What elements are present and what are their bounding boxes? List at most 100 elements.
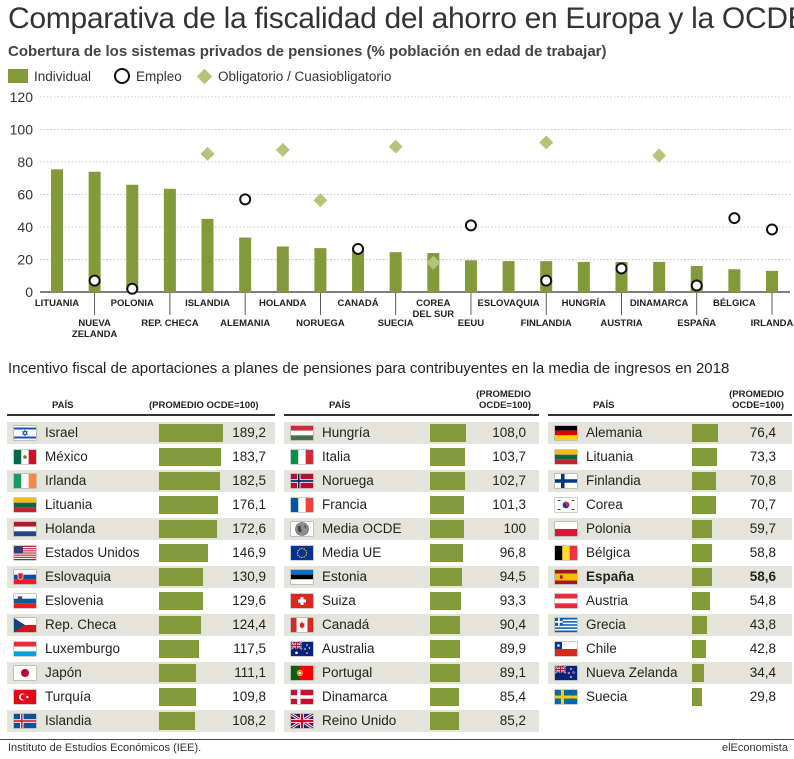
- header-value: (PROMEDIO OCDE=100): [714, 389, 784, 411]
- country-name: Estonia: [322, 569, 368, 584]
- value-label: 176,1: [232, 497, 266, 512]
- value-bar: [159, 712, 196, 730]
- flag-czech-icon: [14, 618, 36, 632]
- x-tick-label: CANADÁ: [337, 298, 378, 309]
- bar-individual: [51, 169, 63, 292]
- country-name: Turquía: [45, 689, 92, 704]
- bar-individual: [352, 249, 365, 292]
- flag-hungary-icon: [291, 426, 313, 440]
- bar-individual: [728, 269, 741, 292]
- table-row: Dinamarca 85,4: [284, 686, 539, 708]
- legend-swatch-circle: [114, 68, 130, 84]
- bar-individual: [163, 188, 176, 292]
- value-label: 93,3: [499, 593, 526, 608]
- flag-poland-icon: [555, 522, 577, 536]
- country-name: Francia: [322, 497, 368, 512]
- flag-netherlands-icon: [14, 522, 36, 536]
- bar-individual: [239, 237, 252, 292]
- country-name: Reino Unido: [322, 713, 397, 728]
- legend-label: Empleo: [136, 68, 182, 84]
- x-tick-label: ESPAÑA: [677, 318, 716, 329]
- header-rule: [548, 414, 792, 416]
- table-row: Austria 54,8: [548, 590, 792, 612]
- bar-individual: [389, 252, 402, 292]
- table-row: Luxemburgo 117,5: [7, 638, 275, 660]
- table-column: PAÍS (PROMEDIO OCDE=100) Alemania 76,4 Lituan…: [548, 388, 792, 710]
- flag-japan-icon: [14, 666, 36, 680]
- value-bar: [692, 592, 711, 610]
- country-name: Lituania: [45, 497, 93, 512]
- bar-individual: [502, 261, 515, 292]
- header-country: PAÍS: [329, 400, 351, 411]
- x-tick-label: DINAMARCA: [630, 298, 689, 309]
- flag-spain-icon: [555, 570, 577, 584]
- value-bar: [159, 520, 218, 538]
- bar-individual: [276, 246, 289, 292]
- table-row: Suiza 93,3: [284, 590, 539, 612]
- value-label: 59,7: [749, 521, 776, 536]
- value-label: 76,4: [749, 425, 776, 440]
- value-bar: [430, 472, 465, 490]
- table-title: Incentivo fiscal de aportaciones a plane…: [8, 360, 730, 377]
- marker-obligatorio: [388, 139, 403, 154]
- country-name: México: [45, 449, 88, 464]
- value-label: 58,8: [749, 545, 776, 560]
- brand-logo-text: elEconomista: [721, 742, 788, 754]
- flag-israel-icon: [14, 426, 36, 440]
- value-bar: [692, 472, 716, 490]
- flag-ireland-icon: [14, 474, 36, 488]
- value-bar: [692, 664, 704, 682]
- value-label: 85,4: [499, 689, 526, 704]
- flag-norway-icon: [291, 474, 313, 488]
- table-row: Hungría 108,0: [284, 422, 539, 444]
- value-label: 124,4: [232, 617, 266, 632]
- table-row: Australia 89,9: [284, 638, 539, 660]
- header-rule: [284, 414, 539, 416]
- flag-newzealand-icon: [555, 666, 577, 680]
- table-row: Portugal 89,1: [284, 662, 539, 684]
- flag-belgium-icon: [555, 546, 577, 560]
- country-name: Israel: [45, 425, 79, 440]
- x-tick-label: IRLANDA: [751, 318, 794, 329]
- flag-estonia-icon: [291, 570, 313, 584]
- value-label: 111,1: [234, 665, 266, 680]
- value-label: 94,5: [499, 569, 526, 584]
- value-bar: [430, 448, 465, 466]
- header-value: (PROMEDIO OCDE=100): [461, 389, 531, 411]
- value-bar: [430, 424, 467, 442]
- value-bar: [692, 688, 703, 706]
- flag-canada-icon: [291, 618, 313, 632]
- table-row: Finlandia 70,8: [548, 470, 792, 492]
- value-label: 89,9: [499, 641, 526, 656]
- table-row: Grecia 43,8: [548, 614, 792, 636]
- flag-lithuania-icon: [555, 450, 577, 464]
- header-value-line: OCDE=100): [731, 400, 784, 411]
- value-label: 108,2: [232, 713, 266, 728]
- chart-title: Cobertura de los sistemas privados de pe…: [8, 43, 607, 60]
- value-label: 96,8: [499, 545, 526, 560]
- flag-austria-icon: [555, 594, 577, 608]
- value-bar: [430, 616, 461, 634]
- table-row: Israel 189,2: [7, 422, 275, 444]
- country-name: Alemania: [586, 425, 643, 440]
- flag-usa-icon: [14, 546, 36, 560]
- value-label: 90,4: [499, 617, 526, 632]
- country-name: Noruega: [322, 473, 374, 488]
- marker-empleo: [352, 242, 365, 255]
- flag-korea-icon: [555, 498, 577, 512]
- flag-switzerland-icon: [291, 594, 313, 608]
- country-name: Dinamarca: [322, 689, 388, 704]
- value-bar: [430, 544, 463, 562]
- legend-individual: Individual: [8, 66, 91, 86]
- country-name: Holanda: [45, 521, 96, 536]
- marker-empleo: [728, 212, 741, 225]
- value-bar: [430, 688, 459, 706]
- country-name: Eslovaquia: [45, 569, 112, 584]
- table-row: Polonia 59,7: [548, 518, 792, 540]
- country-name: Rep. Checa: [45, 617, 117, 632]
- value-bar: [692, 616, 707, 634]
- table-row: Nueva Zelanda 34,4: [548, 662, 792, 684]
- header-country: PAÍS: [593, 400, 615, 411]
- value-bar: [430, 592, 462, 610]
- value-bar: [430, 568, 462, 586]
